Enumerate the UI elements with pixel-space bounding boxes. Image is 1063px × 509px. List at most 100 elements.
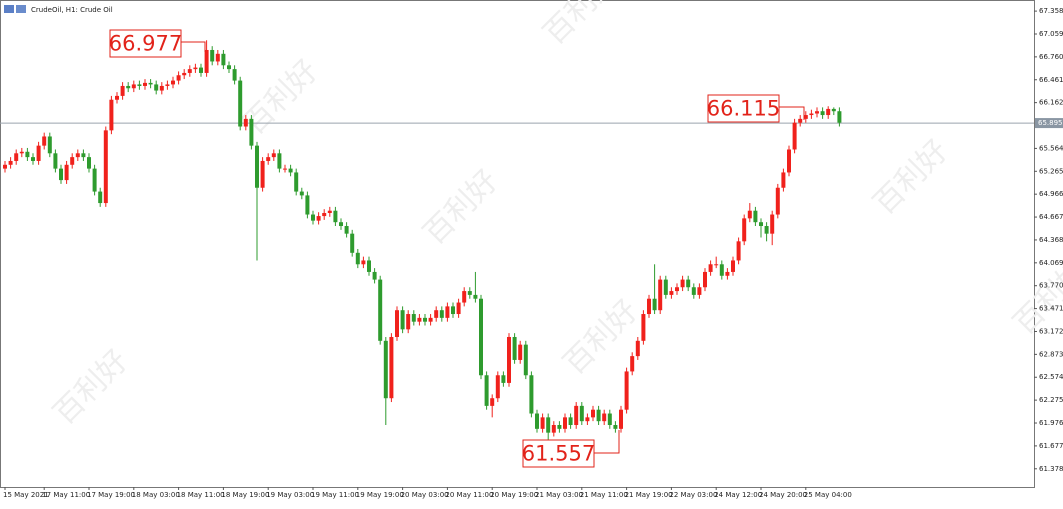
- candle-body: [322, 213, 327, 217]
- candle-body: [14, 153, 19, 161]
- chart-icon: [16, 5, 26, 13]
- x-tick-label: 24 May 12:00: [714, 491, 762, 499]
- x-tick-label: 19 May 11:00: [311, 491, 359, 499]
- candle-body: [753, 210, 758, 223]
- candle-body: [719, 264, 724, 276]
- candle-body: [411, 314, 416, 322]
- candle-body: [691, 287, 696, 295]
- candle-body: [434, 310, 439, 318]
- candle-body: [260, 160, 265, 188]
- candle-body: [826, 108, 831, 116]
- candle-body: [277, 153, 282, 169]
- candle-body: [53, 153, 58, 169]
- candle-body: [103, 130, 108, 204]
- candle-body: [607, 413, 612, 426]
- candle-body: [764, 226, 769, 234]
- candle-body: [568, 417, 573, 426]
- x-tick-label: 15 May 2021: [3, 491, 49, 499]
- candle-body: [131, 84, 136, 89]
- candle-body: [210, 49, 215, 62]
- candle-body: [781, 172, 786, 188]
- price-label-bg: [1035, 118, 1063, 129]
- candle-body: [423, 317, 427, 322]
- candle-body: [109, 99, 114, 131]
- candle-body: [479, 298, 483, 376]
- x-tick-label: 18 May 19:00: [221, 491, 269, 499]
- candle-body: [507, 336, 511, 383]
- candle-body: [176, 75, 181, 81]
- y-tick-label: 65.265: [1039, 167, 1063, 175]
- candle-body: [232, 69, 237, 81]
- candle-body: [344, 226, 349, 234]
- candle-body: [624, 371, 629, 410]
- candle-body: [529, 375, 534, 414]
- candle-body: [87, 157, 91, 169]
- candle-body: [42, 136, 47, 146]
- candle-body: [120, 85, 125, 96]
- candle-body: [154, 84, 159, 91]
- y-tick-label: 63.471: [1039, 305, 1063, 313]
- y-tick-label: 61.378: [1039, 465, 1063, 473]
- y-tick-label: 64.667: [1039, 213, 1063, 221]
- candle-body: [327, 210, 332, 214]
- candle-body: [227, 65, 231, 70]
- candle-body: [540, 417, 545, 429]
- candle-body: [47, 136, 52, 154]
- candle-body: [703, 271, 707, 288]
- candle-body: [708, 264, 713, 272]
- candle-body: [484, 375, 489, 406]
- candle-body: [473, 294, 478, 299]
- candle-body: [36, 145, 41, 161]
- candle-body: [669, 291, 674, 295]
- candle-body: [467, 291, 472, 295]
- y-tick-label: 61.976: [1039, 419, 1063, 427]
- candle-body: [395, 310, 399, 337]
- candle-body: [271, 153, 276, 158]
- candle-body: [148, 82, 153, 85]
- candle-body: [585, 417, 590, 422]
- candle-body: [546, 417, 551, 433]
- candle-body: [64, 164, 69, 181]
- y-tick-label: 63.172: [1039, 327, 1063, 335]
- x-tick-label: 24 May 20:00: [759, 491, 807, 499]
- x-tick-label: 20 May 03:00: [401, 491, 449, 499]
- candle-body: [311, 214, 315, 221]
- candle-body: [591, 409, 595, 418]
- candle-body: [831, 108, 836, 112]
- y-tick-label: 67.358: [1039, 7, 1063, 15]
- candle-body: [126, 85, 131, 89]
- candle-body: [400, 310, 405, 330]
- x-tick-label: 20 May 19:00: [490, 491, 538, 499]
- candle-body: [288, 168, 293, 173]
- x-tick-label: 21 May 03:00: [535, 491, 583, 499]
- candle-body: [3, 164, 7, 169]
- candle-body: [249, 118, 254, 146]
- candle-body: [809, 113, 814, 116]
- candle-body: [81, 153, 86, 158]
- candle-body: [383, 340, 388, 399]
- candle-body: [736, 241, 741, 261]
- x-tick-label: 17 May 19:00: [87, 491, 135, 499]
- candle-body: [619, 409, 623, 429]
- candle-body: [652, 298, 657, 311]
- candle-body: [204, 49, 209, 73]
- candle-body: [199, 67, 203, 73]
- candle-body: [299, 191, 304, 196]
- candle-body: [462, 291, 467, 303]
- candle-body: [551, 425, 556, 433]
- candle-body: [159, 85, 164, 91]
- plot-frame: [0, 0, 1035, 488]
- x-tick-label: 21 May 19:00: [625, 491, 673, 499]
- candle-body: [193, 67, 198, 70]
- candle-body: [70, 157, 75, 165]
- candle-body: [137, 84, 142, 86]
- candle-body: [697, 287, 702, 295]
- candle-body: [115, 95, 119, 100]
- annotation-label: 66.977: [109, 32, 182, 56]
- candle-body: [451, 306, 455, 315]
- annotation-leader: [181, 41, 206, 52]
- candle-body: [792, 122, 797, 150]
- candle-body: [563, 417, 567, 429]
- y-tick-label: 67.059: [1039, 30, 1063, 38]
